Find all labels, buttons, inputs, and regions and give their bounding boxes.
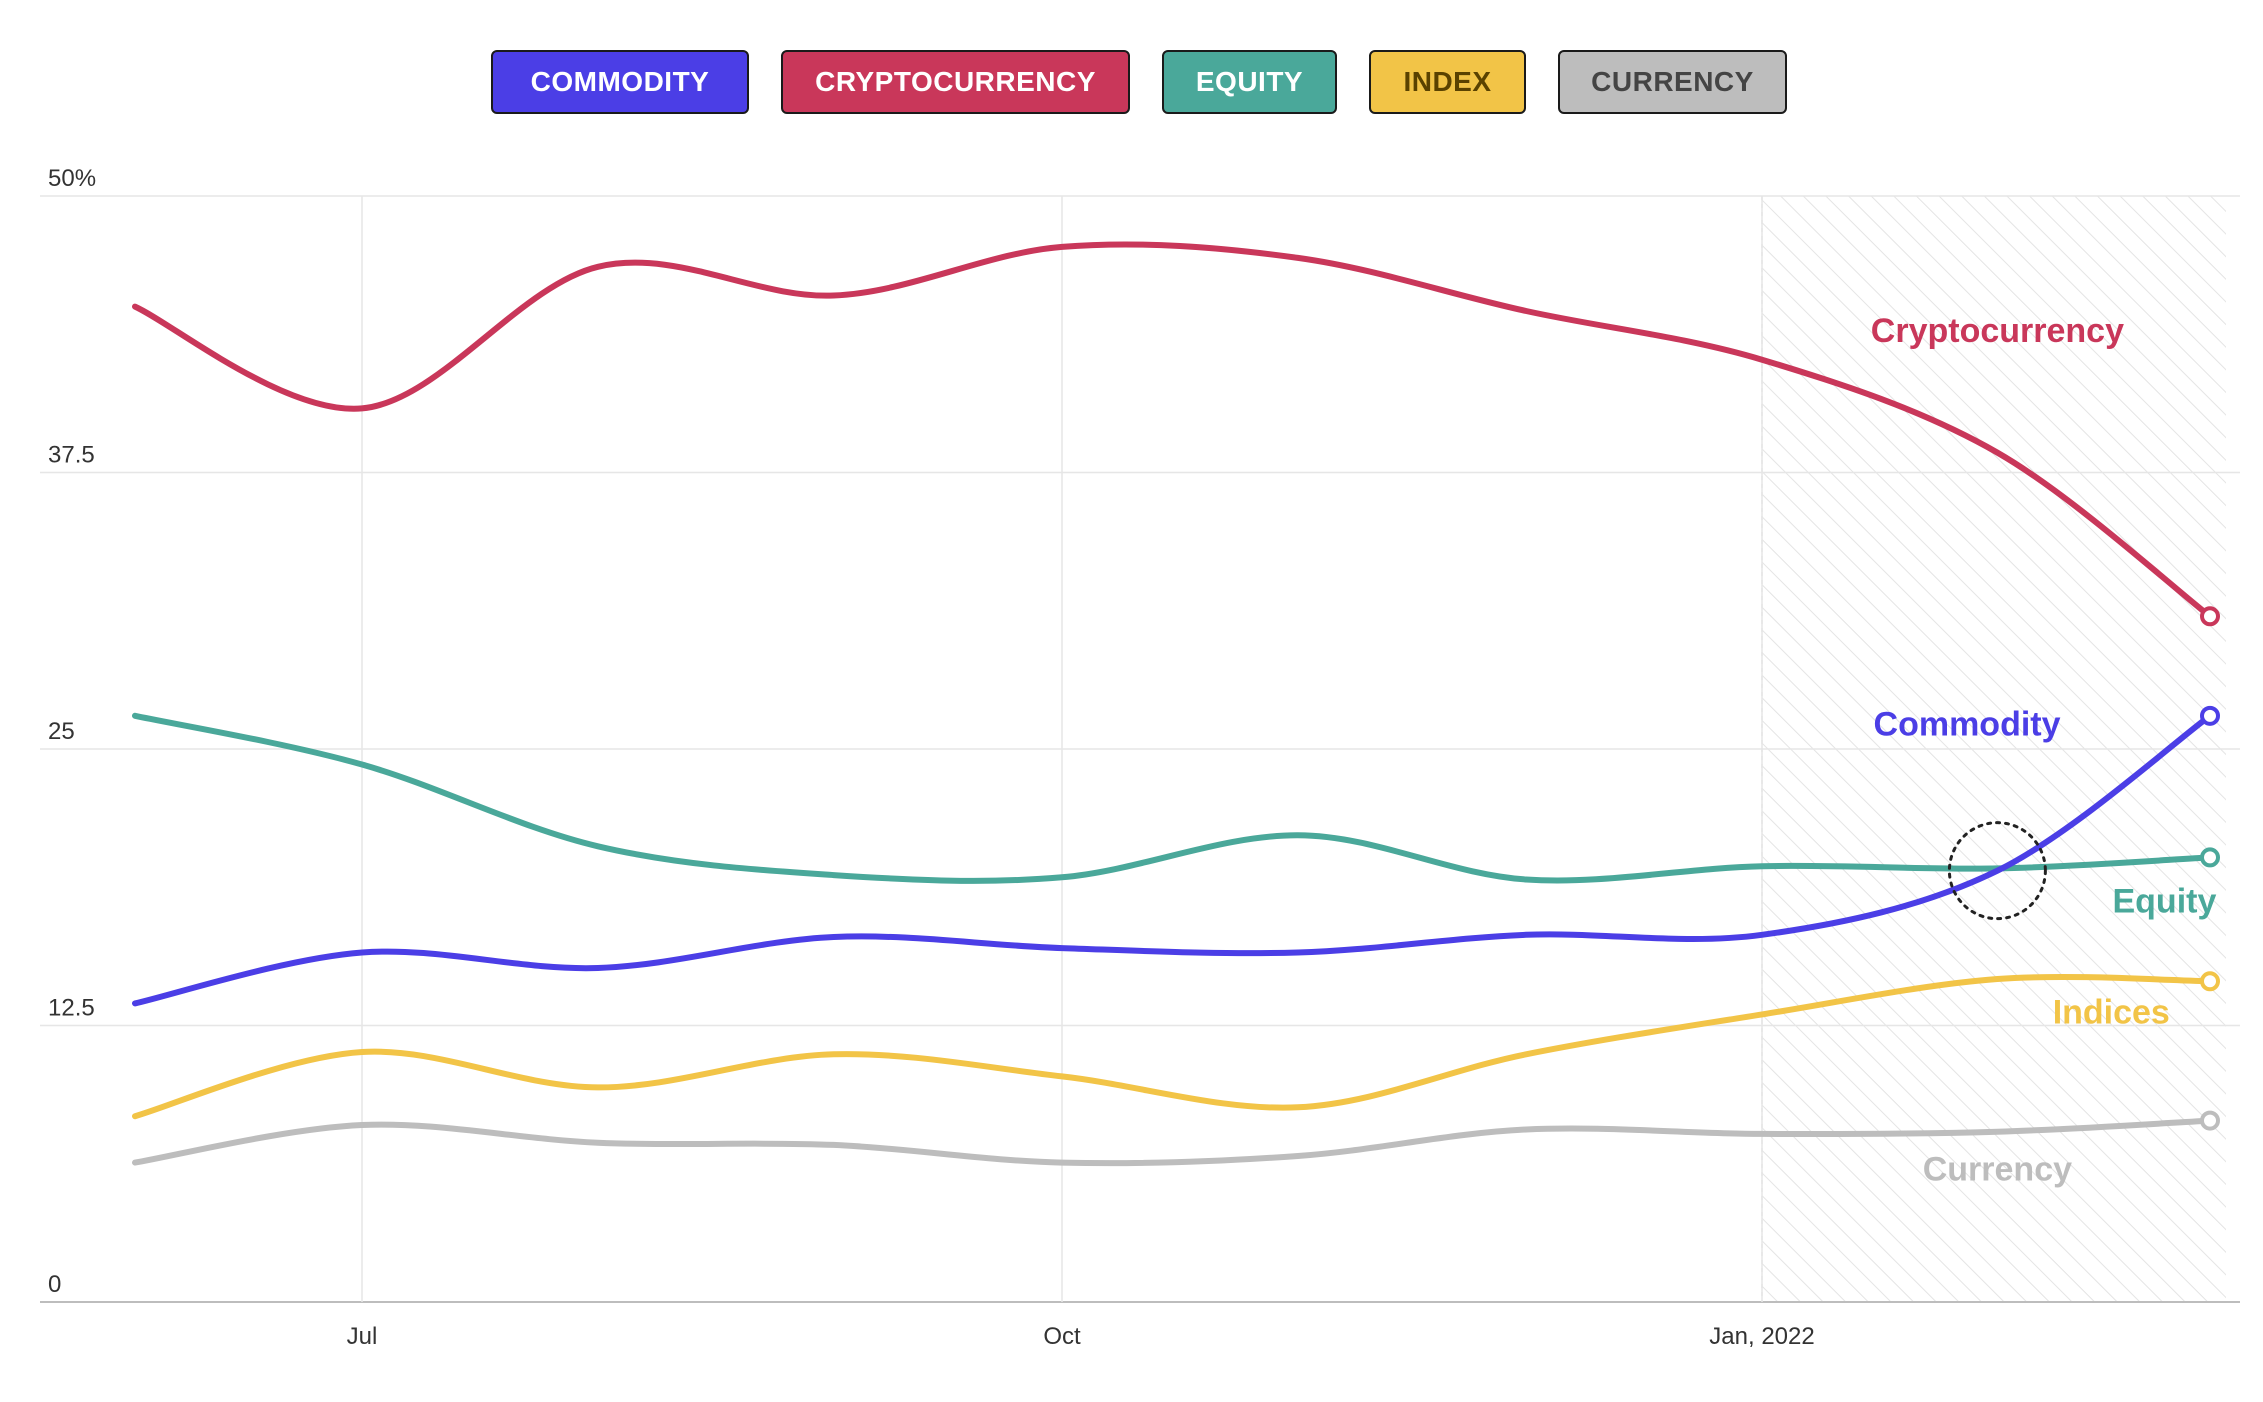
x-tick-label: Jul	[347, 1323, 378, 1350]
y-tick-label: 37.5	[48, 442, 95, 469]
series-line-cryptocurrency	[132, 241, 2213, 620]
series-endpoint-cryptocurrency	[2200, 606, 2220, 627]
legend: COMMODITY CRYPTOCURRENCY EQUITY INDEX CU…	[0, 50, 2263, 116]
series-label-cryptocurrency: Cryptocurrency	[1871, 312, 2124, 350]
series-label-index: Indices	[2053, 993, 2170, 1031]
series-endpoint-currency	[2200, 1110, 2220, 1131]
y-tick-label: 25	[48, 718, 75, 745]
series-label-equity: Equity	[2112, 883, 2216, 921]
series-line-currency	[132, 1117, 2213, 1167]
legend-cryptocurrency-button[interactable]: CRYPTOCURRENCY	[781, 50, 1130, 114]
series-endpoint-equity	[2200, 847, 2220, 868]
y-tick-label: 12.5	[48, 995, 95, 1022]
y-tick-label: 50%	[48, 165, 96, 192]
series-label-currency: Currency	[1923, 1150, 2072, 1188]
series-endpoint-index	[2200, 971, 2220, 992]
x-tick-label: Jan, 2022	[1709, 1323, 1814, 1350]
highlight-circle-marker	[1947, 821, 2047, 921]
y-tick-label: 0	[48, 1271, 61, 1298]
legend-index-button[interactable]: INDEX	[1369, 50, 1526, 114]
series-line-index	[132, 973, 2213, 1120]
x-tick-label: Oct	[1043, 1323, 1081, 1350]
legend-commodity-button[interactable]: COMMODITY	[491, 50, 749, 114]
series-endpoint-commodity	[2200, 705, 2220, 726]
legend-currency-button[interactable]: CURRENCY	[1558, 50, 1787, 114]
series-label-commodity: Commodity	[1874, 706, 2061, 744]
series-line-commodity	[132, 712, 2213, 1007]
legend-equity-button[interactable]: EQUITY	[1162, 50, 1337, 114]
series-line-equity	[132, 712, 2213, 884]
